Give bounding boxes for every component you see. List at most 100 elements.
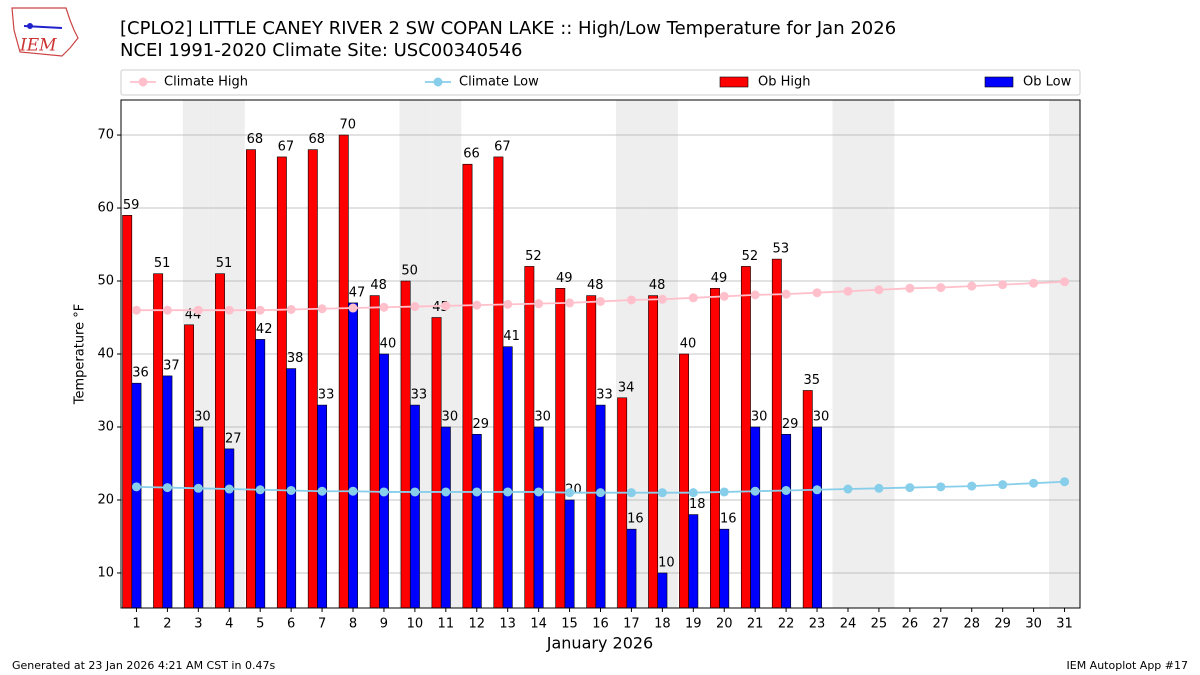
climate-point bbox=[657, 488, 667, 498]
bar bbox=[379, 353, 389, 609]
x-tick-label: 11 bbox=[438, 617, 455, 632]
climate-point bbox=[719, 487, 729, 497]
climate-point bbox=[565, 488, 575, 498]
bar bbox=[493, 156, 504, 609]
bar bbox=[317, 404, 328, 609]
bar bbox=[215, 273, 225, 609]
data-label: 29 bbox=[472, 417, 489, 432]
climate-point bbox=[905, 483, 915, 493]
climate-point bbox=[719, 291, 729, 301]
climate-point bbox=[596, 296, 605, 306]
data-label: 66 bbox=[463, 147, 480, 162]
data-label: 29 bbox=[782, 417, 799, 432]
climate-point bbox=[317, 304, 327, 314]
y-tick-label: 50 bbox=[97, 274, 114, 289]
data-label: 33 bbox=[411, 388, 428, 403]
bar bbox=[307, 149, 318, 609]
x-axis-label: January 2026 bbox=[546, 634, 653, 653]
climate-point bbox=[348, 303, 358, 313]
climate-point bbox=[472, 487, 482, 497]
data-label: 40 bbox=[380, 337, 397, 352]
legend-box bbox=[120, 69, 1081, 96]
climate-point bbox=[131, 305, 141, 315]
climate-point bbox=[472, 300, 482, 310]
x-tick-label: 19 bbox=[685, 617, 702, 632]
climate-point bbox=[812, 485, 822, 495]
chart-title: [CPLO2] LITTLE CANEY RIVER 2 SW COPAN LA… bbox=[120, 18, 896, 39]
data-label: 36 bbox=[132, 366, 149, 381]
legend-label: Climate High bbox=[164, 75, 248, 90]
bar bbox=[431, 317, 442, 609]
bar bbox=[276, 156, 287, 609]
climate-point bbox=[162, 483, 172, 493]
climate-point bbox=[967, 481, 977, 491]
climate-point bbox=[255, 305, 265, 315]
climate-point bbox=[688, 293, 698, 303]
data-label: 59 bbox=[123, 198, 140, 213]
x-tick-label: 17 bbox=[623, 617, 640, 632]
data-label: 53 bbox=[773, 242, 790, 257]
x-tick-label: 13 bbox=[499, 617, 516, 632]
data-label: 10 bbox=[658, 555, 675, 570]
data-label: 50 bbox=[401, 264, 418, 279]
climate-point bbox=[503, 487, 513, 497]
x-tick-label: 27 bbox=[933, 617, 950, 632]
data-label: 38 bbox=[287, 351, 304, 366]
x-tick-label: 12 bbox=[468, 617, 485, 632]
bar bbox=[224, 448, 235, 609]
bar bbox=[338, 134, 349, 609]
bar bbox=[193, 426, 204, 609]
y-tick-label: 60 bbox=[97, 201, 114, 216]
climate-point bbox=[224, 305, 234, 315]
y-axis-label: Temperature °F bbox=[73, 304, 88, 405]
data-label: 51 bbox=[154, 256, 171, 271]
climate-point bbox=[193, 483, 203, 493]
bar bbox=[184, 324, 194, 609]
climate-point bbox=[503, 299, 513, 309]
x-tick-label: 22 bbox=[778, 617, 795, 632]
climate-point bbox=[286, 304, 296, 314]
legend-marker bbox=[433, 77, 443, 87]
climate-point bbox=[936, 482, 946, 492]
bar bbox=[409, 404, 420, 609]
chart-subtitle: NCEI 1991-2020 Climate Site: USC00340546 bbox=[120, 40, 522, 61]
data-label: 48 bbox=[370, 278, 387, 293]
climate-point bbox=[750, 290, 760, 300]
data-label: 68 bbox=[309, 132, 326, 147]
climate-point bbox=[534, 487, 544, 497]
legend-marker bbox=[138, 77, 148, 87]
y-tick-label: 30 bbox=[97, 419, 114, 434]
climate-point bbox=[626, 488, 636, 498]
bar bbox=[617, 397, 628, 609]
plot-frame bbox=[120, 99, 1081, 609]
climate-point bbox=[750, 486, 760, 496]
climate-point bbox=[379, 302, 389, 312]
climate-point bbox=[812, 288, 822, 298]
data-label: 67 bbox=[494, 139, 511, 154]
climate-point bbox=[874, 483, 884, 493]
x-tick-label: 18 bbox=[654, 617, 671, 632]
bar bbox=[369, 295, 380, 609]
climate-point bbox=[565, 298, 575, 308]
data-label: 67 bbox=[278, 139, 295, 154]
x-tick-label: 14 bbox=[530, 617, 547, 632]
data-label: 70 bbox=[339, 118, 356, 133]
x-tick-label: 24 bbox=[840, 617, 857, 632]
y-tick-label: 10 bbox=[97, 565, 114, 580]
climate-point bbox=[1029, 278, 1039, 288]
bar bbox=[688, 514, 699, 609]
bar bbox=[153, 273, 164, 609]
climate-point bbox=[967, 281, 977, 291]
bar bbox=[740, 266, 751, 609]
footer-left: Generated at 23 Jan 2026 4:21 AM CST in … bbox=[12, 659, 275, 672]
data-label: 30 bbox=[534, 409, 551, 424]
x-tick-label: 3 bbox=[194, 617, 202, 632]
bar bbox=[679, 353, 689, 609]
climate-point bbox=[626, 295, 636, 305]
x-tick-label: 16 bbox=[592, 617, 609, 632]
climate-point bbox=[348, 486, 358, 496]
bar bbox=[771, 258, 782, 609]
bar bbox=[657, 572, 668, 609]
legend-label: Ob High bbox=[758, 75, 811, 90]
